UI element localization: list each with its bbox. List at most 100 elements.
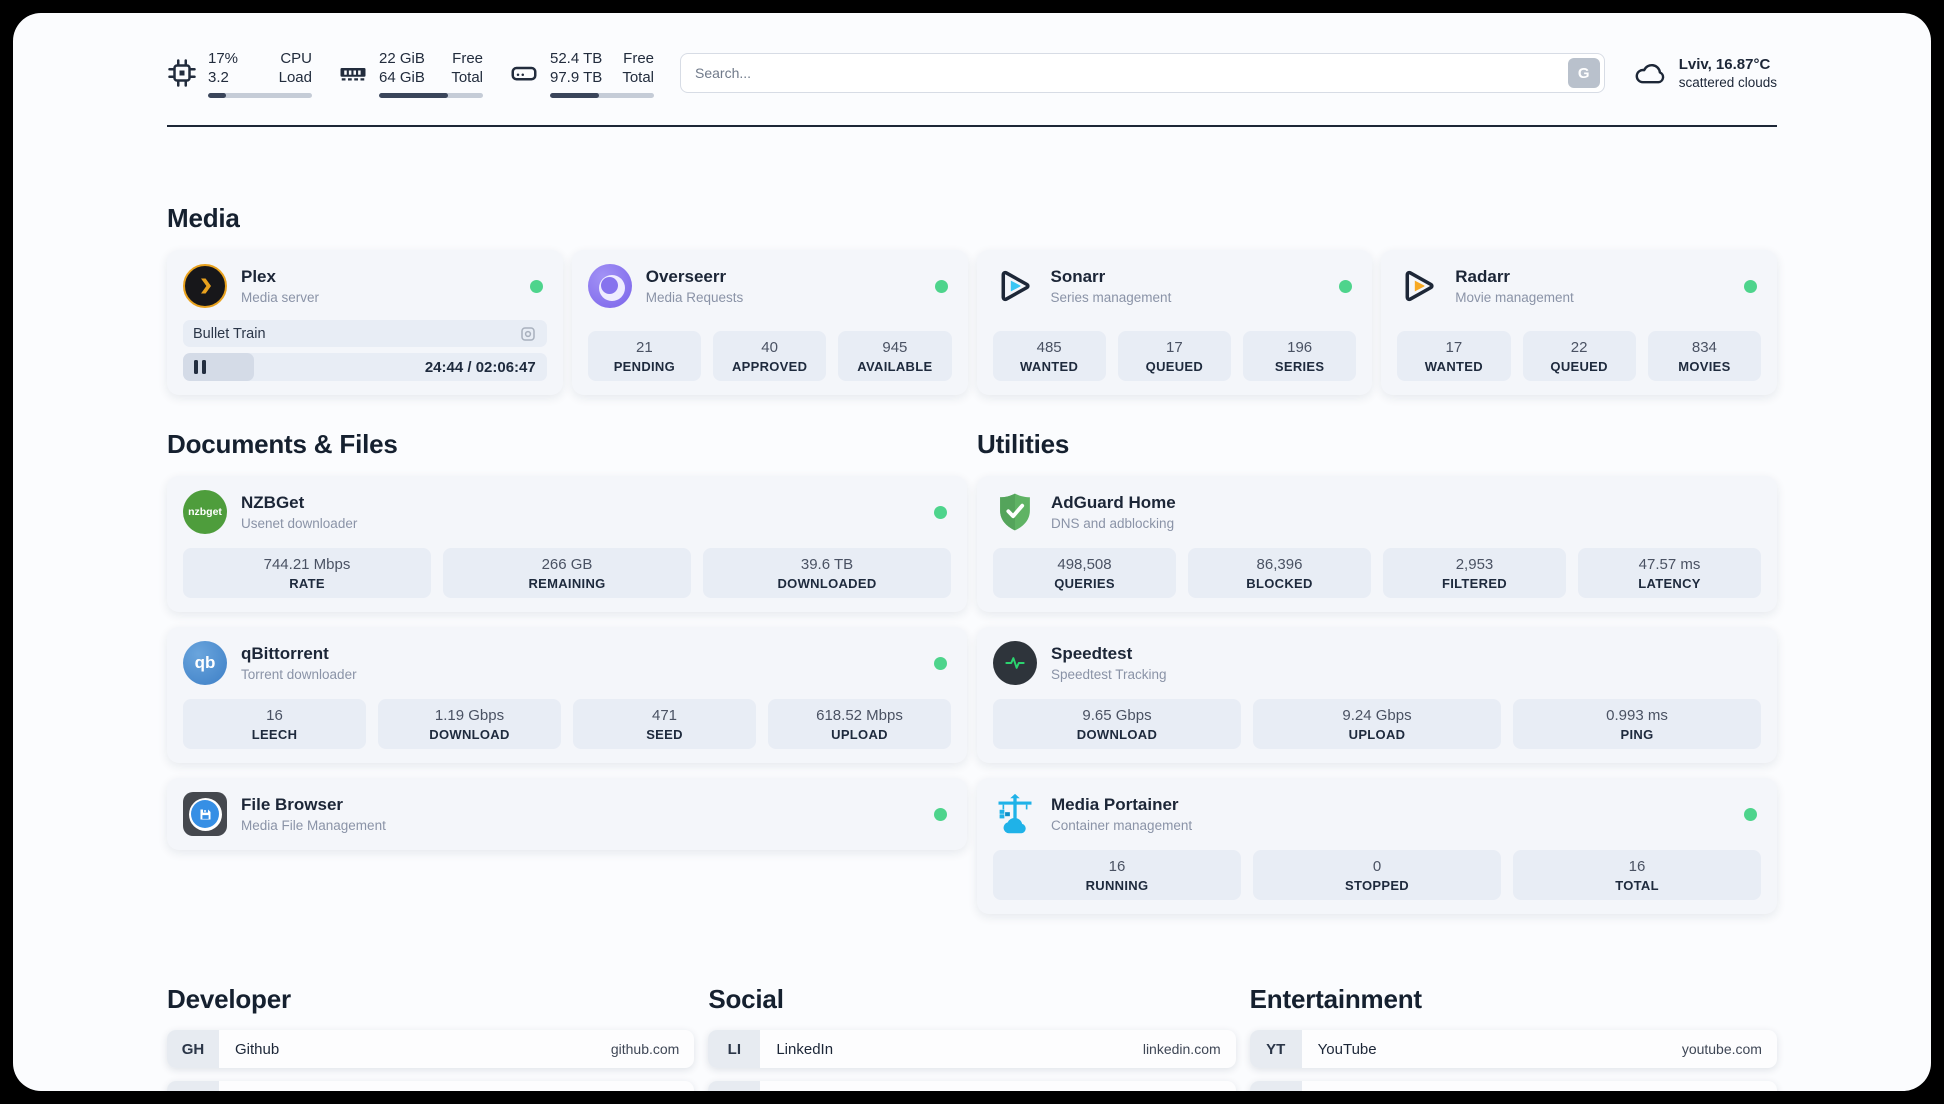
cloud-icon	[1635, 64, 1664, 84]
card-nzbget[interactable]: nzbget NZBGet Usenet downloader 744.21 M…	[167, 476, 967, 612]
bookmark-twitter[interactable]: TW Twitter twitter.com	[708, 1081, 1236, 1091]
status-dot	[529, 279, 543, 293]
card-header: qb qBittorrent Torrent downloader	[183, 641, 951, 685]
card-header: Overseerr Media Requests	[587, 264, 952, 308]
stat-value: 16	[1108, 858, 1126, 875]
stat-available: 945 AVAILABLE	[838, 331, 952, 381]
bookmark-stackoverflow[interactable]: SO StackOverflow stackoverflow.com	[167, 1081, 695, 1091]
section-title-developer: Developer	[167, 984, 291, 1014]
card-overseerr[interactable]: Overseerr Media Requests 21 PENDING 40 APP…	[571, 250, 968, 395]
app-name: AdGuard Home	[1051, 493, 1176, 512]
utilities-column: Utilities AdGuard Home	[977, 429, 1777, 914]
stat-value: 9.65 Gbps	[1082, 707, 1152, 724]
search-bar: G	[680, 53, 1605, 93]
plex-icon	[183, 264, 227, 308]
stat-value: 618.52 Mbps	[816, 707, 903, 724]
bookmark-linkedin[interactable]: LI LinkedIn linkedin.com	[708, 1030, 1236, 1068]
card-filebrowser[interactable]: File Browser Media File Management	[167, 778, 967, 850]
bookmark-url: linkedin.com	[1142, 1041, 1221, 1057]
nzbget-icon: nzbget	[183, 490, 227, 534]
card-header: Plex Media server	[183, 264, 547, 308]
stat-remaining: 266 GB REMAINING	[443, 548, 691, 598]
app-description: Series management	[1050, 290, 1172, 305]
stat-label: FILTERED	[1442, 576, 1507, 591]
disk-free-value: 52.4 TB	[550, 49, 603, 67]
card-titles: Radarr Movie management	[1455, 267, 1574, 305]
stat-download: 1.19 Gbps DOWNLOAD	[378, 699, 561, 749]
weather-widget: Lviv, 16.87°C scattered clouds	[1631, 56, 1777, 90]
stat-upload: 618.52 Mbps UPLOAD	[768, 699, 951, 749]
social-links: Social LI LinkedIn linkedin.com TW Twitt…	[708, 984, 1236, 1091]
app-name: Sonarr	[1050, 267, 1106, 286]
app-name: Radarr	[1455, 267, 1511, 286]
bookmark-youtube[interactable]: YT YouTube youtube.com	[1249, 1030, 1777, 1068]
bookmark-badge: TW	[708, 1081, 761, 1091]
disk-stat: 52.4 TB Free 97.9 TB Total	[509, 49, 654, 98]
stat-seed: 471 SEED	[573, 699, 756, 749]
stat-label: UPLOAD	[1348, 727, 1406, 742]
stat-filtered: 2,953 FILTERED	[1383, 548, 1566, 598]
status-dot	[934, 656, 947, 670]
card-speedtest[interactable]: Speedtest Speedtest Tracking 9.65 Gbps DO…	[977, 627, 1777, 763]
developer-links: Developer GH Github github.com SO StackO…	[167, 984, 695, 1091]
stat-value: 196	[1287, 339, 1313, 356]
card-titles: File Browser Media File Management	[241, 795, 386, 833]
card-radarr[interactable]: Radarr Movie management 17 WANTED 22 QUEUE…	[1381, 250, 1777, 395]
search-input[interactable]	[680, 53, 1605, 93]
stat-wanted: 485 WANTED	[992, 331, 1106, 381]
stat-value: 1.19 Gbps	[434, 707, 505, 724]
stat-label: QUEUED	[1550, 359, 1608, 374]
app-name: File Browser	[241, 795, 344, 814]
card-adguard[interactable]: AdGuard Home DNS and adblocking 498,508 Q…	[977, 476, 1777, 612]
stat-value: 266 GB	[541, 556, 593, 573]
card-qbittorrent[interactable]: qb qBittorrent Torrent downloader 16 LEEC…	[167, 627, 967, 763]
stat-stopped: 0 STOPPED	[1253, 850, 1501, 900]
stat-label: AVAILABLE	[857, 359, 933, 374]
bookmark-github[interactable]: GH Github github.com	[167, 1030, 695, 1068]
stat-queued: 17 QUEUED	[1117, 331, 1231, 381]
ram-stat: 22 GiB Free 64 GiB Total	[338, 49, 483, 98]
card-header: AdGuard Home DNS and adblocking	[993, 490, 1761, 534]
adguard-icon	[993, 490, 1037, 534]
stat-label: SEED	[646, 727, 683, 742]
card-portainer[interactable]: Media Portainer Container management 16 R…	[977, 778, 1777, 914]
bookmark-badge: YT	[1249, 1030, 1302, 1068]
disk-progress-bar	[550, 92, 654, 98]
stat-value: 2,953	[1455, 556, 1494, 573]
bookmark-netflix[interactable]: NF Netflix netflix.com	[1249, 1081, 1777, 1091]
stat-value: 0	[1372, 858, 1382, 875]
stat-label: SERIES	[1274, 359, 1325, 374]
weather-condition: scattered clouds	[1678, 75, 1777, 90]
overseerr-icon	[587, 264, 632, 308]
stat-value: 16	[1628, 858, 1646, 875]
stat-download: 9.65 Gbps DOWNLOAD	[993, 699, 1241, 749]
cpu-load-label: Load	[278, 69, 312, 86]
pause-icon[interactable]	[194, 360, 207, 374]
stats-row: 485 WANTED 17 QUEUED 196 SERIES	[992, 317, 1357, 381]
playback-progress-bar[interactable]: 24:44 / 02:06:47	[183, 353, 547, 381]
video-session-icon	[521, 326, 535, 341]
ram-free-label: Free	[452, 49, 483, 67]
stat-label: DOWNLOAD	[429, 727, 510, 742]
card-sonarr[interactable]: Sonarr Series management 485 WANTED 17 QUE…	[976, 250, 1373, 395]
disk-free-label: Free	[623, 49, 654, 67]
stat-pending: 21 PENDING	[587, 331, 701, 381]
ram-total-label: Total	[451, 69, 483, 86]
sonarr-icon	[993, 264, 1037, 308]
search-engine-button[interactable]: G	[1567, 58, 1600, 88]
stats-row: 16 RUNNING 0 STOPPED 16 TOTAL	[993, 836, 1761, 900]
ram-icon	[340, 68, 366, 81]
stat-value: 17	[1166, 339, 1183, 356]
ram-total-value: 64 GiB	[379, 69, 425, 86]
stat-upload: 9.24 Gbps UPLOAD	[1253, 699, 1501, 749]
app-description: Media server	[241, 290, 320, 305]
card-titles: Sonarr Series management	[1051, 267, 1172, 305]
card-titles: Overseerr Media Requests	[646, 267, 744, 305]
stat-label: REMAINING	[528, 576, 606, 591]
disk-total-label: Total	[622, 69, 654, 86]
stat-movies: 834 MOVIES	[1647, 331, 1761, 381]
stat-value: 40	[761, 339, 778, 356]
card-plex[interactable]: Plex Media server Bullet Train 24:44 / 0…	[167, 250, 563, 395]
stat-label: LEECH	[251, 727, 298, 742]
stat-label: UPLOAD	[831, 727, 888, 742]
